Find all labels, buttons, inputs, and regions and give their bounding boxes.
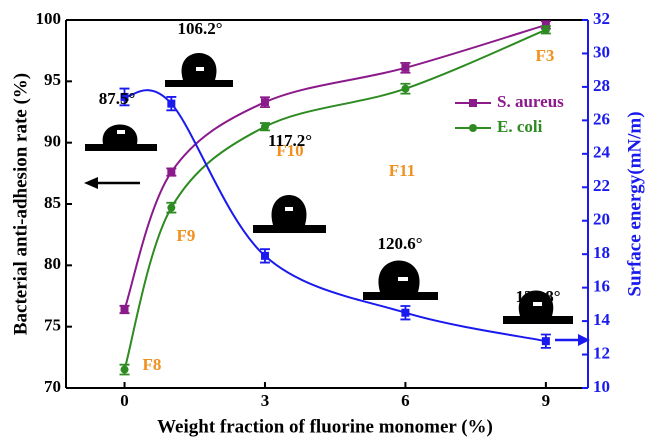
legend-label: S. aureus xyxy=(497,92,564,111)
y2-axis-label: Surface energy(mN/m) xyxy=(624,111,645,296)
data-point xyxy=(261,98,269,106)
x-tick-label: 3 xyxy=(261,391,270,410)
contact-angle: 106.2° xyxy=(177,19,222,38)
y2-tick-label: 28 xyxy=(593,76,610,95)
data-point xyxy=(167,100,175,108)
y-tick-label: 100 xyxy=(36,9,62,28)
sample-label: F9 xyxy=(177,226,196,245)
data-point xyxy=(401,64,409,72)
x-tick-label: 0 xyxy=(120,391,129,410)
data-point xyxy=(261,123,269,131)
data-point xyxy=(401,309,409,317)
y2-tick-label: 22 xyxy=(593,176,610,195)
y2-tick-label: 20 xyxy=(593,210,610,229)
data-point xyxy=(542,337,550,345)
sample-label: F8 xyxy=(143,355,162,374)
contact-angle: 120.6° xyxy=(377,234,422,253)
y-tick-label: 90 xyxy=(44,132,61,151)
data-point xyxy=(121,366,129,374)
chart: Weight fraction of fluorine monomer (%) … xyxy=(0,0,651,442)
y-tick-label: 75 xyxy=(44,316,61,335)
sample-label: F11 xyxy=(389,161,415,180)
y2-tick-label: 16 xyxy=(593,277,610,296)
contact-angle: 87.5° xyxy=(99,89,136,108)
legend-marker xyxy=(469,124,477,132)
x-axis-label: Weight fraction of fluorine monomer (%) xyxy=(157,416,493,437)
y2-tick-label: 30 xyxy=(593,42,610,61)
x-tick-label: 6 xyxy=(401,391,410,410)
data-point xyxy=(121,305,129,313)
y2-tick-label: 26 xyxy=(593,109,610,128)
y2-tick-label: 10 xyxy=(593,377,610,396)
data-point xyxy=(542,26,550,34)
y-tick-label: 80 xyxy=(44,254,61,273)
contact-angle: 117.2° xyxy=(268,131,312,150)
sample-label: F3 xyxy=(536,46,555,65)
contact-angle: 122.8° xyxy=(515,287,560,306)
y2-tick-label: 24 xyxy=(593,143,611,162)
data-point xyxy=(167,204,175,212)
data-point xyxy=(401,85,409,93)
x-tick-label: 9 xyxy=(542,391,551,410)
y2-tick-label: 32 xyxy=(593,9,610,28)
legend-marker xyxy=(469,99,477,107)
legend-label: E. coli xyxy=(497,117,543,136)
axis-arrow-head xyxy=(84,177,98,189)
y-axis-label: Bacterial anti-adhesion rate (%) xyxy=(10,73,31,335)
y-tick-label: 95 xyxy=(44,70,61,89)
y2-tick-label: 18 xyxy=(593,243,610,262)
y2-tick-label: 14 xyxy=(593,310,611,329)
data-point xyxy=(167,168,175,176)
y-tick-label: 70 xyxy=(44,377,61,396)
y-tick-label: 85 xyxy=(44,193,61,212)
data-point xyxy=(261,252,269,260)
y2-tick-label: 12 xyxy=(593,343,610,362)
